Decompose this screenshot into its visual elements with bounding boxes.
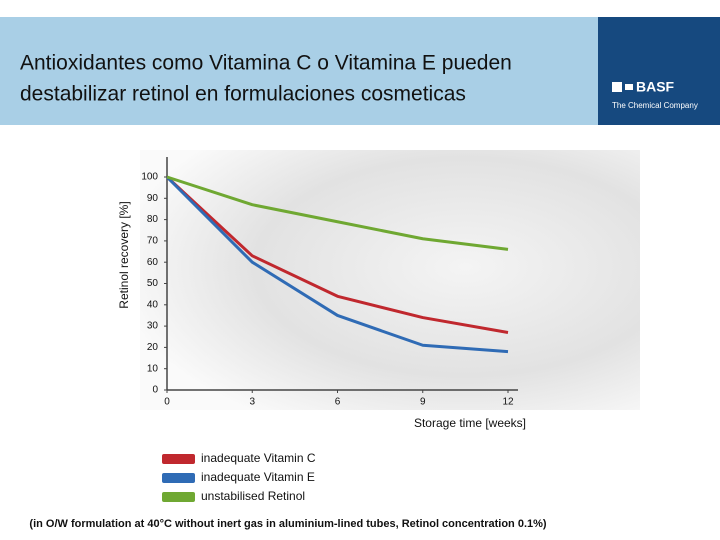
legend-label: inadequate Vitamin E — [201, 470, 315, 484]
y-axis-label: Retinol recovery [%] — [117, 201, 131, 308]
legend-label: unstabilised Retinol — [201, 489, 305, 503]
logo-square — [612, 82, 622, 92]
data-line — [165, 175, 509, 334]
data-line — [166, 175, 509, 251]
y-tick-label: 100 — [141, 172, 158, 183]
legend-swatch — [162, 492, 195, 502]
legend-swatch — [162, 473, 195, 483]
y-tick-label: 20 — [147, 342, 159, 353]
y-tick-label: 30 — [147, 321, 159, 332]
title-line: Antioxidantes como Vitamina C o Vitamina… — [20, 52, 512, 75]
x-tick-label: 0 — [164, 397, 170, 408]
y-tick-label: 70 — [147, 236, 159, 247]
y-tick-label: 90 — [147, 193, 159, 204]
logo-name: BASF — [636, 79, 675, 95]
title-line: destabilizar retinol en formulaciones co… — [20, 83, 466, 106]
logo-box — [598, 17, 720, 125]
x-tick-label: 6 — [335, 397, 341, 408]
x-axis-label: Storage time [weeks] — [414, 416, 526, 430]
logo-dash — [625, 84, 633, 90]
y-tick-label: 10 — [147, 363, 159, 374]
logo-tagline: The Chemical Company — [612, 101, 698, 110]
footnote: (in O/W formulation at 40°C without iner… — [29, 518, 546, 530]
background-image — [140, 150, 640, 410]
legend-label: inadequate Vitamin C — [201, 451, 316, 465]
y-tick-label: 80 — [147, 214, 159, 225]
y-tick-label: 50 — [147, 278, 159, 289]
header-band — [0, 17, 598, 125]
legend-swatch — [162, 454, 195, 464]
x-tick-label: 3 — [249, 397, 255, 408]
x-tick-label: 12 — [502, 397, 514, 408]
x-tick-label: 9 — [420, 397, 426, 408]
y-tick-label: 40 — [147, 299, 159, 310]
y-tick-label: 60 — [147, 257, 159, 268]
data-line — [165, 175, 509, 354]
y-tick-label: 0 — [152, 385, 158, 396]
